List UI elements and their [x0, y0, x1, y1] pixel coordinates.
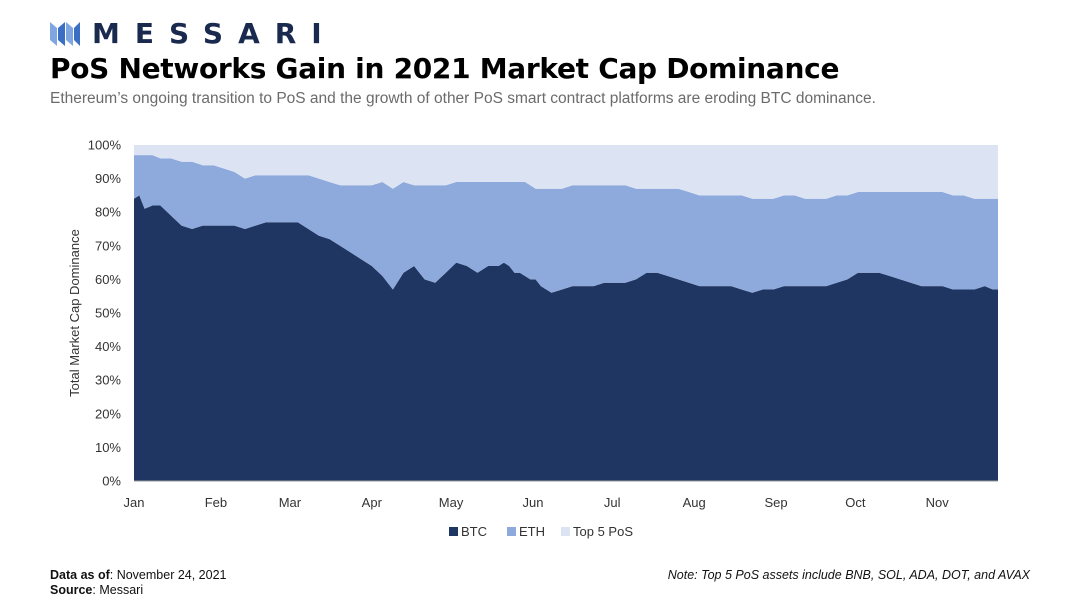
page-subtitle: Ethereum’s ongoing transition to PoS and… — [50, 90, 876, 107]
y-tick-label: 40% — [95, 339, 121, 354]
footer-meta: Data as of: November 24, 2021 Source: Me… — [50, 568, 227, 598]
series-area-btc — [134, 195, 998, 481]
x-tick-label: Jul — [604, 495, 621, 510]
x-tick-label: Sep — [764, 495, 787, 510]
x-tick-label: Apr — [362, 495, 383, 510]
x-tick-label: Jun — [522, 495, 543, 510]
y-tick-label: 30% — [95, 373, 121, 388]
x-tick-label: Feb — [205, 495, 227, 510]
source: Source: Messari — [50, 583, 227, 598]
y-tick-label: 90% — [95, 171, 121, 186]
x-tick-label: May — [439, 495, 464, 510]
messari-logo-icon — [50, 22, 80, 46]
y-tick-label: 0% — [102, 474, 121, 489]
footnote: Note: Top 5 PoS assets include BNB, SOL,… — [667, 568, 1030, 582]
legend-label: Top 5 PoS — [573, 524, 633, 539]
data-as-of: Data as of: November 24, 2021 — [50, 568, 227, 583]
source-value: : Messari — [92, 583, 144, 597]
brand-logo: MESSARI — [50, 16, 337, 50]
data-as-of-label: Data as of — [50, 568, 110, 582]
legend-label: ETH — [519, 524, 545, 539]
legend-swatch — [449, 527, 458, 536]
y-tick-label: 60% — [95, 272, 121, 287]
brand-wordmark: MESSARI — [92, 16, 337, 50]
y-tick-label: 80% — [95, 205, 121, 220]
page-title: PoS Networks Gain in 2021 Market Cap Dom… — [50, 52, 840, 85]
y-tick-label: 10% — [95, 440, 121, 455]
series-area-eth — [134, 155, 998, 293]
legend-swatch — [561, 527, 570, 536]
x-tick-label: Oct — [845, 495, 866, 510]
y-tick-label: 20% — [95, 406, 121, 421]
y-tick-label: 50% — [95, 306, 121, 321]
y-tick-label: 100% — [88, 138, 122, 153]
y-tick-label: 70% — [95, 238, 121, 253]
legend-label: BTC — [461, 524, 487, 539]
x-tick-label: Mar — [279, 495, 302, 510]
x-tick-label: Aug — [683, 495, 706, 510]
x-tick-label: Jan — [124, 495, 145, 510]
x-tick-label: Nov — [926, 495, 950, 510]
series-area-top-5-pos — [134, 145, 998, 199]
y-axis-title: Total Market Cap Dominance — [67, 229, 82, 397]
legend-swatch — [507, 527, 516, 536]
source-label: Source — [50, 583, 93, 597]
data-as-of-value: : November 24, 2021 — [109, 568, 227, 582]
